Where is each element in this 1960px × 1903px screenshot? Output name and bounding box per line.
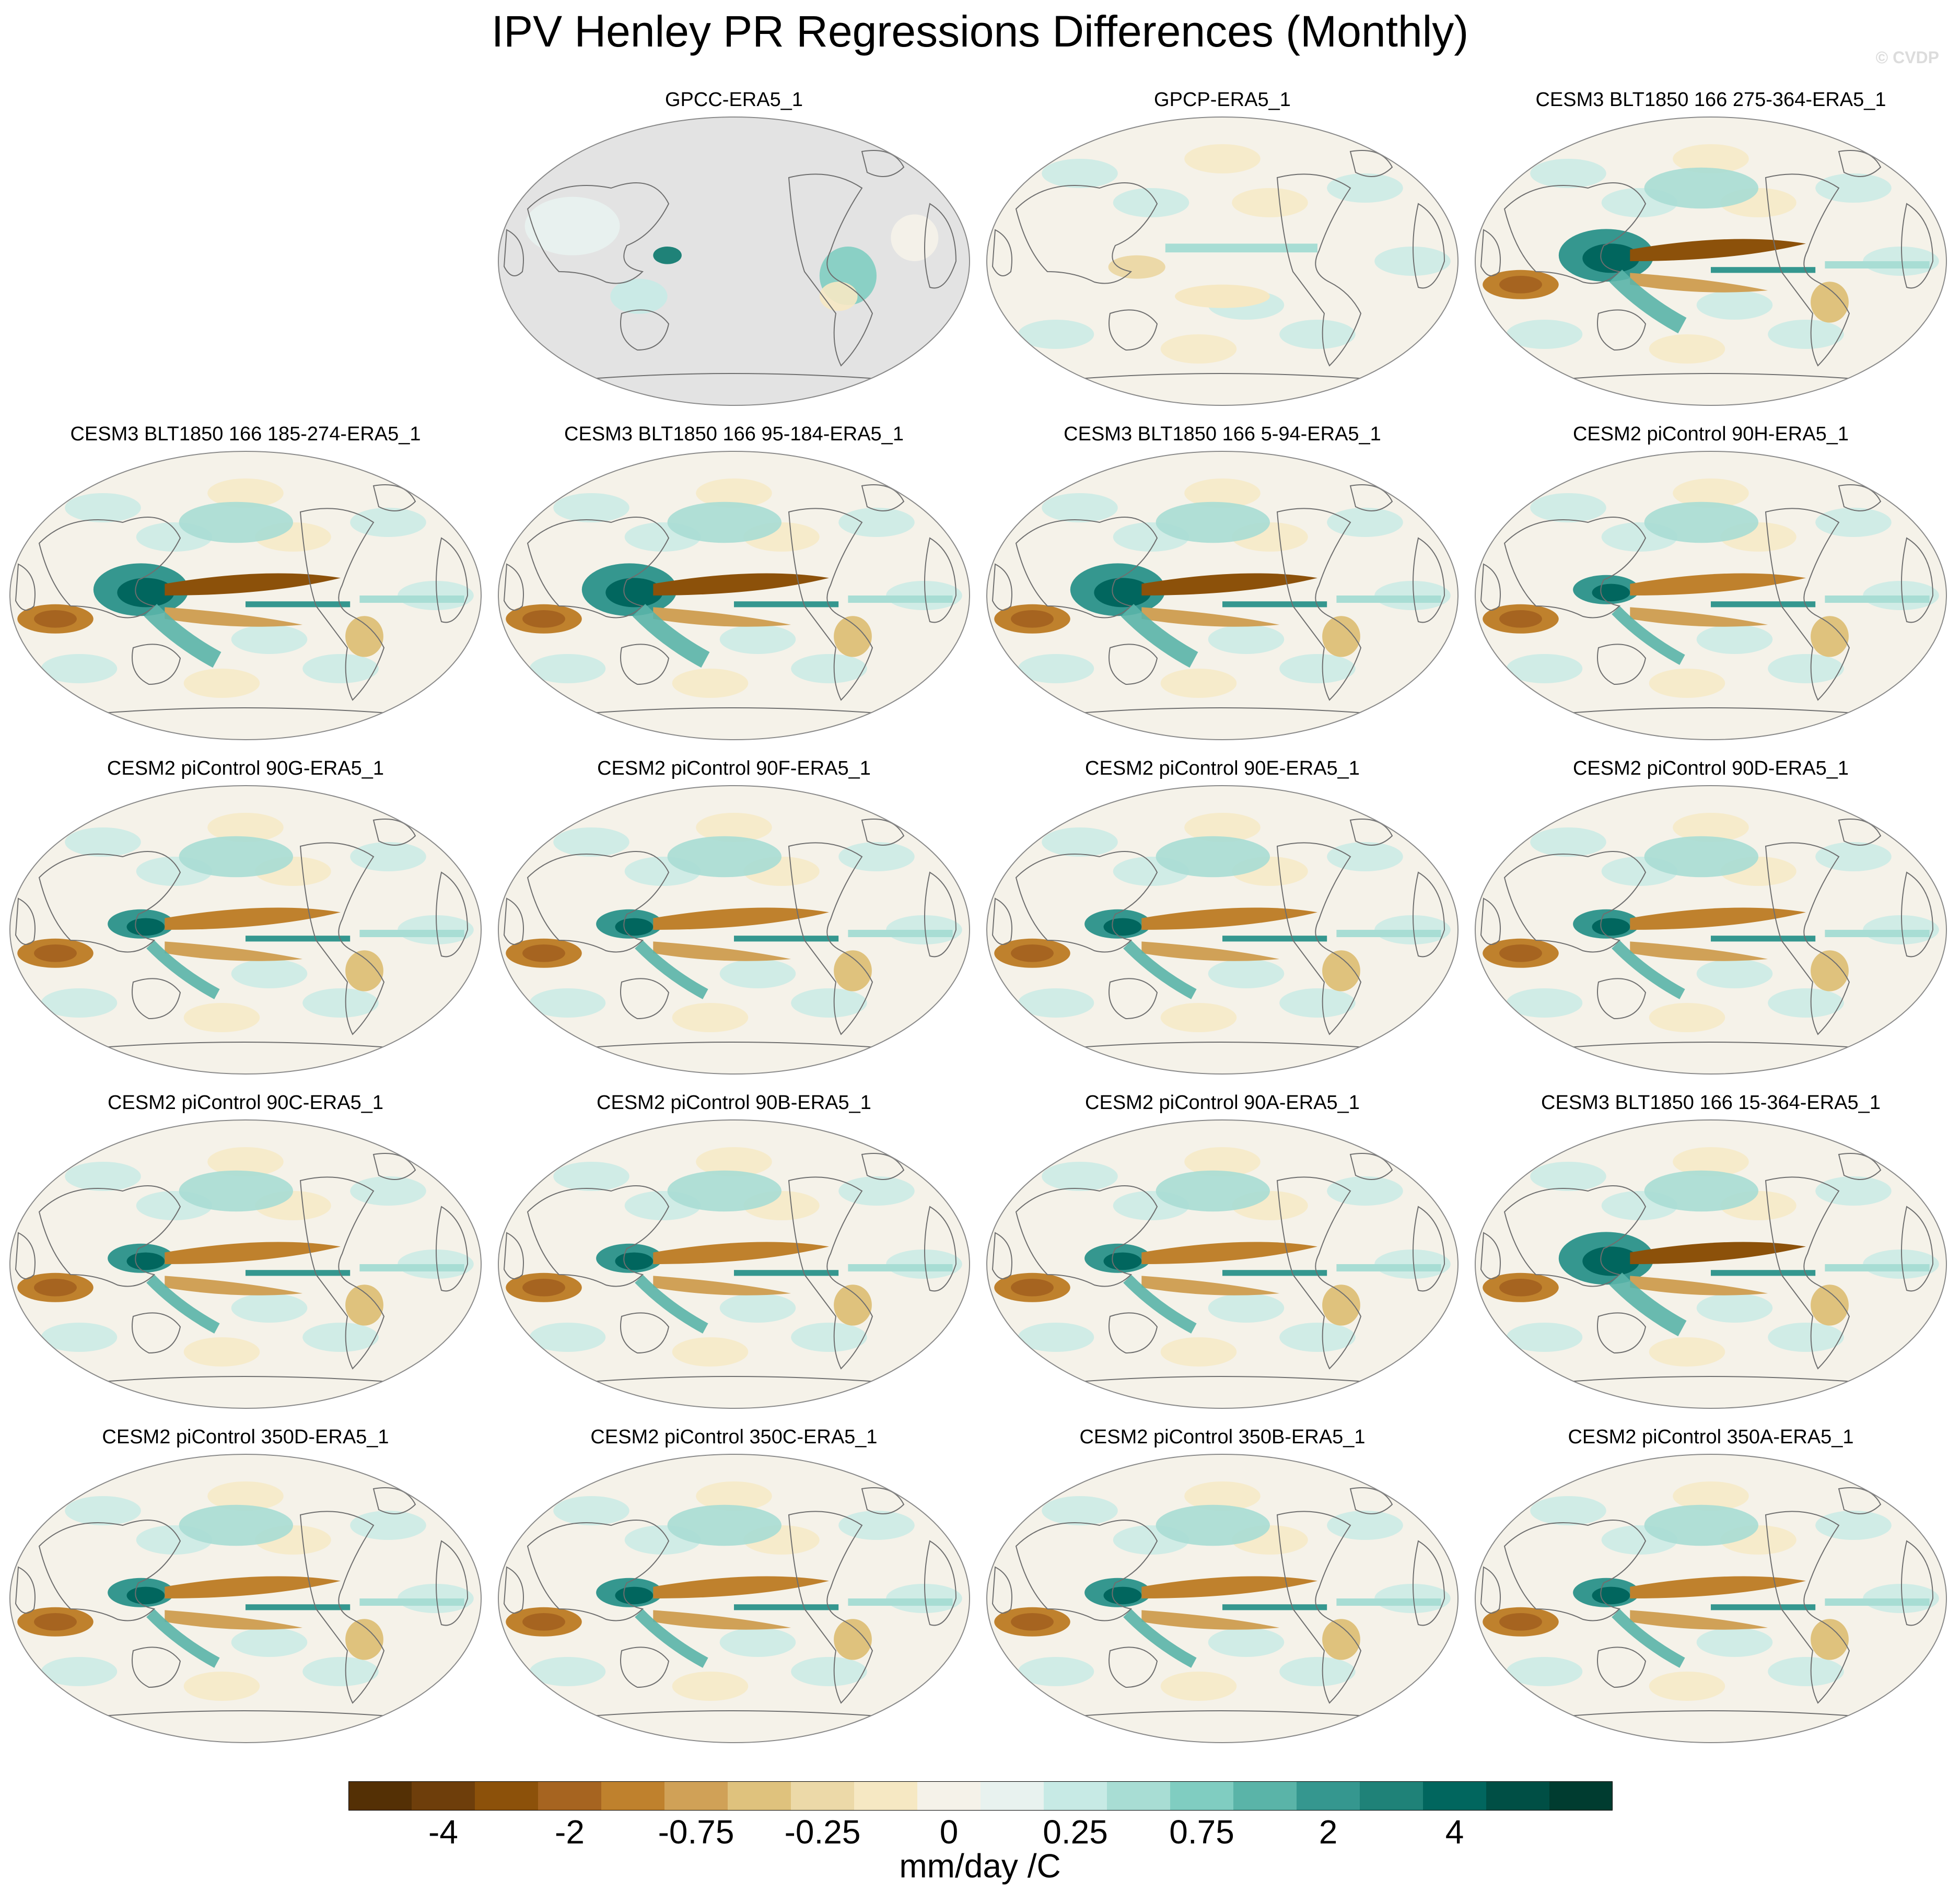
colorbar-tick-label: 2 — [1319, 1813, 1338, 1851]
colorbar-swatch — [412, 1781, 475, 1811]
map-panel: CESM2 piControl 350C-ERA5_1 — [494, 1426, 974, 1760]
map — [986, 1119, 1459, 1409]
colorbar-swatch — [917, 1781, 981, 1811]
map-panel: GPCC-ERA5_1 — [494, 89, 974, 423]
map-panel: CESM2 piControl 90G-ERA5_1 — [5, 757, 486, 1092]
colorbar — [348, 1781, 1613, 1811]
map-panel: CESM2 piControl 350B-ERA5_1 — [982, 1426, 1463, 1760]
colorbar-swatch — [538, 1781, 602, 1811]
colorbar-tick-label: -0.25 — [784, 1813, 861, 1851]
map-panel: CESM2 piControl 350A-ERA5_1 — [1471, 1426, 1951, 1760]
map-panel: CESM2 piControl 90F-ERA5_1 — [494, 757, 974, 1092]
colorbar-swatch — [1549, 1781, 1613, 1811]
colorbar-swatch — [1423, 1781, 1487, 1811]
colorbar-swatch — [854, 1781, 918, 1811]
map-panel: CESM2 piControl 90B-ERA5_1 — [494, 1092, 974, 1426]
panel-title: CESM2 piControl 350B-ERA5_1 — [1079, 1426, 1366, 1448]
figure-title: IPV Henley PR Regressions Differences (M… — [491, 7, 1469, 56]
map — [498, 116, 970, 406]
map — [986, 451, 1459, 740]
colorbar-swatch — [1486, 1781, 1550, 1811]
panel-title: CESM2 piControl 90B-ERA5_1 — [597, 1092, 871, 1114]
map — [1475, 451, 1947, 740]
panel-title: GPCC-ERA5_1 — [665, 89, 803, 111]
colorbar-swatch — [791, 1781, 855, 1811]
map-panel: CESM3 BLT1850 166 5-94-ERA5_1 — [982, 423, 1463, 757]
panel-title: GPCP-ERA5_1 — [1154, 89, 1291, 111]
panel-title: CESM2 piControl 90A-ERA5_1 — [1085, 1092, 1360, 1114]
map-panel: CESM2 piControl 350D-ERA5_1 — [5, 1426, 486, 1760]
colorbar-tick-label: 0.75 — [1169, 1813, 1234, 1851]
panel-title: CESM3 BLT1850 166 15-364-ERA5_1 — [1541, 1092, 1881, 1114]
map — [9, 1454, 482, 1743]
panel-title: CESM2 piControl 90C-ERA5_1 — [107, 1092, 383, 1114]
panel-title: CESM2 piControl 90D-ERA5_1 — [1572, 757, 1849, 779]
map — [1475, 1119, 1947, 1409]
panel-title: CESM2 piControl 90G-ERA5_1 — [107, 757, 384, 779]
panel-title: CESM3 BLT1850 166 275-364-ERA5_1 — [1535, 89, 1886, 111]
colorbar-swatch — [1107, 1781, 1171, 1811]
colorbar-tick-label: 0 — [939, 1813, 959, 1851]
map — [498, 1119, 970, 1409]
panel-title: CESM3 BLT1850 166 95-184-ERA5_1 — [564, 423, 904, 445]
colorbar-swatch — [475, 1781, 539, 1811]
colorbar-swatch — [1360, 1781, 1424, 1811]
map-panel: CESM2 piControl 90H-ERA5_1 — [1471, 423, 1951, 757]
map — [9, 451, 482, 740]
panel-title: CESM2 piControl 350A-ERA5_1 — [1568, 1426, 1854, 1448]
map — [498, 1454, 970, 1743]
colorbar-swatch — [601, 1781, 665, 1811]
panel-title: CESM2 piControl 90H-ERA5_1 — [1572, 423, 1849, 445]
panel-title: CESM2 piControl 90E-ERA5_1 — [1085, 757, 1360, 779]
map — [1475, 116, 1947, 406]
map-panel: CESM3 BLT1850 166 15-364-ERA5_1 — [1471, 1092, 1951, 1426]
map — [986, 1454, 1459, 1743]
map-panel: CESM2 piControl 90A-ERA5_1 — [982, 1092, 1463, 1426]
colorbar-swatch — [1233, 1781, 1297, 1811]
map — [986, 785, 1459, 1075]
map — [9, 785, 482, 1075]
colorbar-tick-label: 4 — [1445, 1813, 1464, 1851]
colorbar-swatch — [981, 1781, 1044, 1811]
colorbar-tick-label: -2 — [555, 1813, 585, 1851]
panel-title: CESM2 piControl 350D-ERA5_1 — [102, 1426, 389, 1448]
map — [498, 451, 970, 740]
map — [9, 1119, 482, 1409]
colorbar-swatch — [1170, 1781, 1234, 1811]
map-panel: CESM2 piControl 90D-ERA5_1 — [1471, 757, 1951, 1092]
map-panel: CESM3 BLT1850 166 275-364-ERA5_1 — [1471, 89, 1951, 423]
colorbar-swatch — [664, 1781, 728, 1811]
colorbar-tick-label: -4 — [428, 1813, 458, 1851]
map-panel: CESM2 piControl 90C-ERA5_1 — [5, 1092, 486, 1426]
colorbar-swatch — [728, 1781, 791, 1811]
map-panel: CESM3 BLT1850 166 95-184-ERA5_1 — [494, 423, 974, 757]
colorbar-swatch — [348, 1781, 412, 1811]
colorbar-tick-label: -0.75 — [658, 1813, 734, 1851]
colorbar-tick-label: 0.25 — [1043, 1813, 1108, 1851]
panel-title: CESM2 piControl 350C-ERA5_1 — [590, 1426, 878, 1448]
panel-title: CESM2 piControl 90F-ERA5_1 — [597, 757, 871, 779]
panel-title: CESM3 BLT1850 166 185-274-ERA5_1 — [70, 423, 421, 445]
map — [1475, 1454, 1947, 1743]
map-panel: CESM3 BLT1850 166 185-274-ERA5_1 — [5, 423, 486, 757]
panel-title: CESM3 BLT1850 166 5-94-ERA5_1 — [1064, 423, 1381, 445]
map — [986, 116, 1459, 406]
map — [498, 785, 970, 1075]
colorbar-swatch — [1044, 1781, 1107, 1811]
watermark: © CVDP — [1875, 48, 1939, 67]
map — [1475, 785, 1947, 1075]
map-panel: CESM2 piControl 90E-ERA5_1 — [982, 757, 1463, 1092]
colorbar-units: mm/day /C — [899, 1847, 1061, 1885]
colorbar-swatch — [1297, 1781, 1360, 1811]
map-panel: GPCP-ERA5_1 — [982, 89, 1463, 423]
